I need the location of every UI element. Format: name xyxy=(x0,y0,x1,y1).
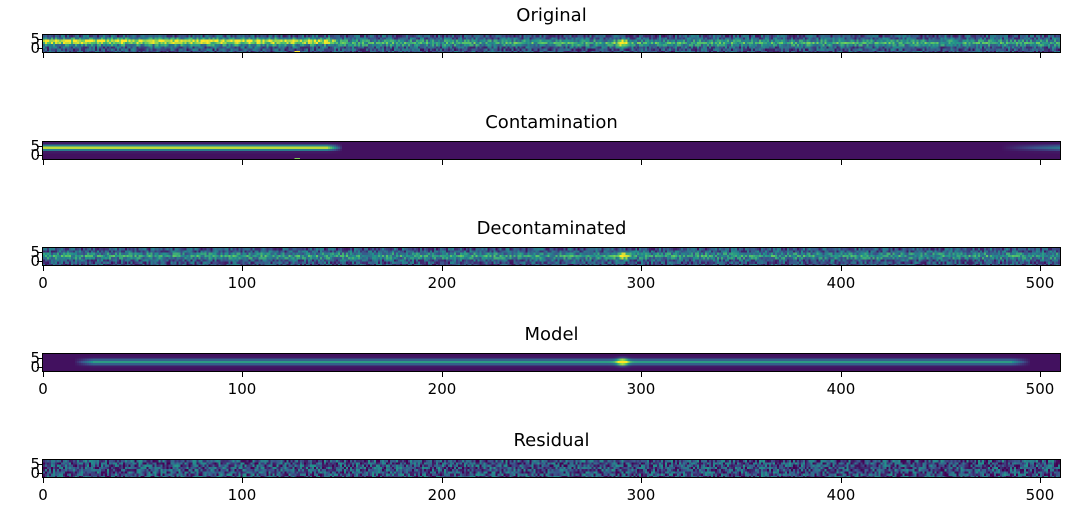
original-xtick xyxy=(442,53,443,58)
residual-xtick-label: 100 xyxy=(212,488,272,503)
residual-xtick-label: 500 xyxy=(1010,488,1070,503)
residual-xtick xyxy=(1040,478,1041,483)
model-heatmap xyxy=(43,354,1060,372)
residual-title: Residual xyxy=(43,431,1060,451)
model-xtick xyxy=(841,372,842,377)
contamination-xtick xyxy=(1040,160,1041,165)
decontaminated-heatmap xyxy=(43,248,1060,266)
decontaminated-xtick xyxy=(841,266,842,271)
decontaminated-xtick xyxy=(442,266,443,271)
contamination-heatmap xyxy=(43,142,1060,160)
contamination-ytick-label: 5 xyxy=(30,139,40,154)
contamination-xtick xyxy=(242,160,243,165)
residual-xtick xyxy=(43,478,44,483)
contamination-xtick xyxy=(43,160,44,165)
model-xtick-label: 200 xyxy=(412,382,472,397)
decontaminated-xtick-label: 400 xyxy=(811,276,871,291)
contamination-xtick xyxy=(442,160,443,165)
model-xtick-label: 500 xyxy=(1010,382,1070,397)
residual-xtick xyxy=(442,478,443,483)
residual-heatmap xyxy=(43,460,1060,478)
original-xtick xyxy=(1040,53,1041,58)
original-ytick-label: 5 xyxy=(30,32,40,47)
residual-xtick xyxy=(641,478,642,483)
residual-xtick-label: 200 xyxy=(412,488,472,503)
decontaminated-title: Decontaminated xyxy=(43,219,1060,239)
original-title: Original xyxy=(43,6,1060,26)
original-xtick xyxy=(841,53,842,58)
original-xtick xyxy=(43,53,44,58)
model-xtick-label: 0 xyxy=(13,382,73,397)
decontaminated-xtick-label: 500 xyxy=(1010,276,1070,291)
model-xtick xyxy=(641,372,642,377)
model-xtick xyxy=(242,372,243,377)
decontaminated-xtick-label: 100 xyxy=(212,276,272,291)
model-title: Model xyxy=(43,325,1060,345)
model-ytick-label: 5 xyxy=(30,351,40,366)
model-xtick-label: 100 xyxy=(212,382,272,397)
contamination-title: Contamination xyxy=(43,113,1060,133)
original-heatmap xyxy=(43,35,1060,53)
decontaminated-xtick xyxy=(242,266,243,271)
contamination-xtick xyxy=(841,160,842,165)
decontaminated-xtick-label: 200 xyxy=(412,276,472,291)
residual-xtick-label: 300 xyxy=(611,488,671,503)
contamination-xtick xyxy=(641,160,642,165)
decontaminated-xtick xyxy=(43,266,44,271)
residual-xtick xyxy=(242,478,243,483)
residual-xtick-label: 0 xyxy=(13,488,73,503)
decontaminated-xtick xyxy=(641,266,642,271)
model-xtick xyxy=(1040,372,1041,377)
decontaminated-ytick-label: 5 xyxy=(30,245,40,260)
decontaminated-xtick xyxy=(1040,266,1041,271)
residual-xtick xyxy=(841,478,842,483)
model-xtick xyxy=(43,372,44,377)
decontaminated-xtick-label: 0 xyxy=(13,276,73,291)
model-xtick xyxy=(442,372,443,377)
original-xtick xyxy=(242,53,243,58)
model-xtick-label: 400 xyxy=(811,382,871,397)
residual-ytick-label: 5 xyxy=(30,457,40,472)
decontaminated-xtick-label: 300 xyxy=(611,276,671,291)
original-xtick xyxy=(641,53,642,58)
model-xtick-label: 300 xyxy=(611,382,671,397)
residual-xtick-label: 400 xyxy=(811,488,871,503)
